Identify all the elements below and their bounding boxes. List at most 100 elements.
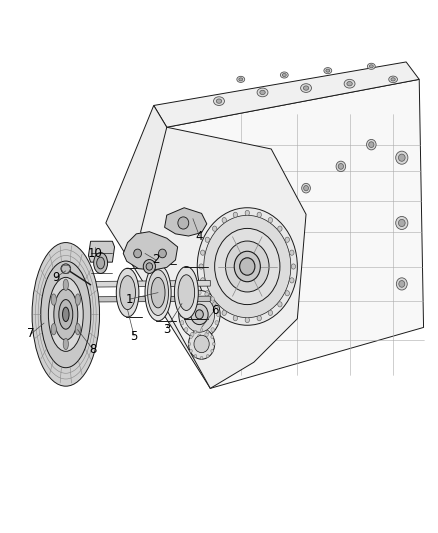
Ellipse shape [61, 264, 71, 273]
Ellipse shape [399, 220, 405, 227]
Ellipse shape [212, 342, 215, 345]
Ellipse shape [214, 97, 224, 106]
Ellipse shape [178, 217, 189, 229]
Ellipse shape [174, 266, 198, 319]
Ellipse shape [184, 296, 215, 332]
Ellipse shape [233, 212, 237, 217]
Ellipse shape [367, 140, 376, 150]
Ellipse shape [369, 65, 373, 68]
Ellipse shape [215, 229, 280, 304]
Text: 5: 5 [131, 329, 138, 343]
Ellipse shape [278, 302, 282, 307]
Ellipse shape [151, 277, 165, 308]
Ellipse shape [180, 320, 184, 325]
Text: 10: 10 [88, 247, 102, 260]
Ellipse shape [215, 320, 219, 325]
Ellipse shape [290, 250, 294, 255]
Ellipse shape [234, 251, 260, 282]
Polygon shape [141, 127, 306, 389]
Ellipse shape [48, 277, 83, 351]
Ellipse shape [184, 328, 188, 332]
Ellipse shape [285, 290, 290, 296]
Ellipse shape [198, 290, 201, 295]
Ellipse shape [268, 310, 272, 316]
Ellipse shape [54, 289, 78, 340]
Ellipse shape [222, 217, 226, 223]
Ellipse shape [180, 304, 184, 308]
Ellipse shape [283, 74, 286, 77]
Polygon shape [58, 296, 210, 302]
Ellipse shape [200, 357, 203, 359]
Ellipse shape [63, 338, 68, 350]
Ellipse shape [195, 310, 203, 319]
Ellipse shape [200, 328, 203, 332]
Ellipse shape [145, 264, 171, 321]
Ellipse shape [146, 263, 152, 270]
Ellipse shape [75, 294, 81, 305]
Text: 8: 8 [89, 343, 96, 356]
Polygon shape [167, 79, 424, 389]
Ellipse shape [338, 164, 343, 169]
Ellipse shape [194, 354, 197, 358]
Ellipse shape [51, 294, 57, 305]
Ellipse shape [179, 290, 220, 338]
Ellipse shape [206, 330, 209, 334]
Ellipse shape [233, 316, 237, 321]
Ellipse shape [134, 249, 141, 258]
Ellipse shape [245, 318, 250, 322]
Ellipse shape [215, 304, 219, 308]
Ellipse shape [226, 241, 269, 292]
Text: 2: 2 [152, 254, 159, 266]
Ellipse shape [197, 208, 297, 325]
Ellipse shape [302, 183, 311, 193]
Ellipse shape [190, 335, 192, 338]
Ellipse shape [347, 82, 352, 86]
Ellipse shape [211, 328, 214, 332]
Ellipse shape [211, 350, 213, 352]
Text: 1: 1 [126, 293, 134, 305]
Ellipse shape [211, 297, 214, 301]
Ellipse shape [205, 290, 209, 296]
Ellipse shape [391, 78, 395, 81]
Ellipse shape [194, 330, 197, 334]
Polygon shape [106, 106, 210, 389]
Ellipse shape [216, 312, 220, 317]
Ellipse shape [369, 142, 374, 148]
Ellipse shape [216, 99, 222, 103]
Ellipse shape [285, 237, 290, 243]
Ellipse shape [212, 226, 217, 231]
Ellipse shape [97, 257, 105, 269]
Text: 9: 9 [52, 271, 60, 284]
Text: 7: 7 [27, 327, 35, 341]
Ellipse shape [336, 161, 346, 172]
Ellipse shape [75, 324, 81, 335]
Ellipse shape [188, 342, 191, 345]
Ellipse shape [191, 332, 194, 337]
Ellipse shape [190, 350, 192, 352]
Text: 6: 6 [211, 303, 219, 317]
Ellipse shape [191, 292, 194, 296]
Ellipse shape [300, 84, 311, 92]
Text: 4: 4 [196, 230, 203, 243]
Ellipse shape [41, 261, 91, 368]
Ellipse shape [201, 278, 205, 283]
Ellipse shape [188, 329, 215, 359]
Polygon shape [88, 241, 115, 262]
Ellipse shape [63, 307, 69, 321]
Ellipse shape [399, 154, 405, 161]
Ellipse shape [396, 278, 407, 290]
Ellipse shape [278, 226, 282, 231]
Ellipse shape [63, 279, 68, 290]
Polygon shape [123, 232, 178, 270]
Ellipse shape [178, 275, 194, 310]
Ellipse shape [120, 276, 135, 310]
Ellipse shape [206, 354, 209, 358]
Ellipse shape [194, 335, 209, 353]
Ellipse shape [159, 249, 166, 258]
Ellipse shape [59, 300, 73, 329]
Ellipse shape [179, 312, 183, 317]
Ellipse shape [367, 63, 375, 69]
Ellipse shape [268, 217, 272, 223]
Ellipse shape [344, 79, 355, 88]
Ellipse shape [143, 260, 155, 273]
